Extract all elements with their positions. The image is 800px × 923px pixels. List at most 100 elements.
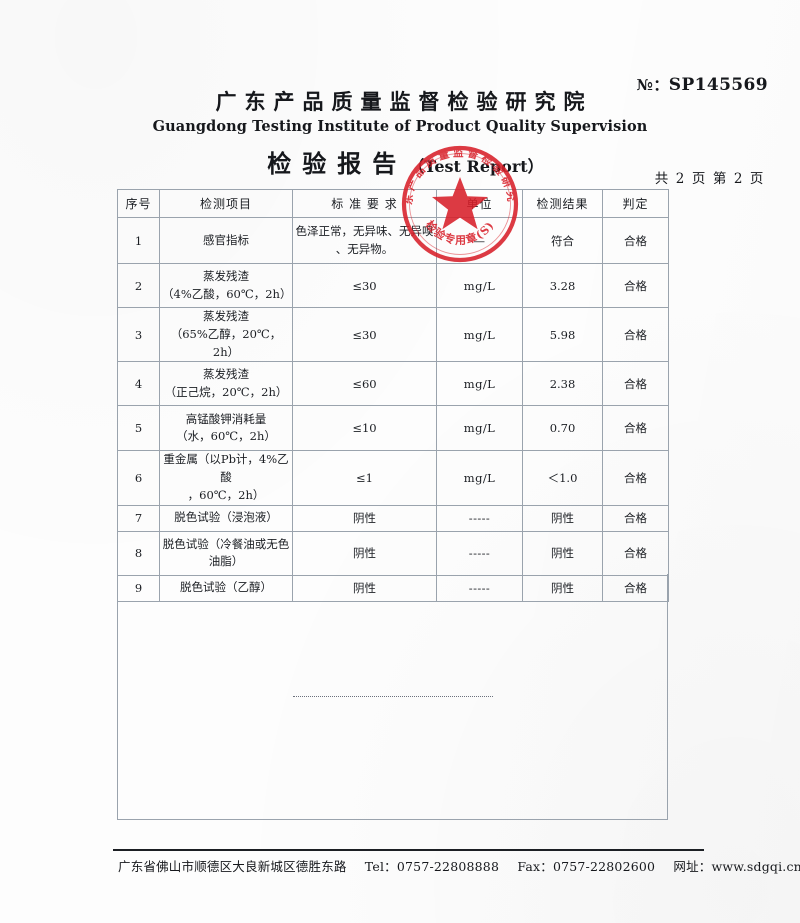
cell-result: ＜1.0	[522, 450, 603, 506]
item-line-2: （水，60℃，2h）	[176, 429, 276, 444]
footer-website: 网址：www.sdgqi.cn	[673, 859, 800, 874]
item-line-2: （正己烷，20℃，2h）	[164, 384, 288, 399]
cell-verdict: 合格	[602, 263, 669, 308]
cell-unit: mg/L	[436, 306, 523, 363]
column-header-no: 序号	[117, 189, 160, 218]
footer-contact-info: 广东省佛山市顺德区大良新城区德胜东路 Tel：0757-22808888 Fax…	[118, 856, 800, 875]
cell-standard: ≤10	[292, 405, 437, 452]
item-line-1: 蒸发残渣	[203, 268, 249, 283]
cell-no: 9	[117, 574, 160, 602]
item-line-1: 高锰酸钾消耗量	[185, 411, 267, 426]
column-header-standard: 标 准 要 求	[292, 189, 437, 218]
report-number: №：SP145569	[637, 74, 768, 95]
cell-standard: ≤30	[292, 306, 437, 363]
cell-verdict: 合格	[602, 450, 669, 506]
cell-verdict: 合格	[602, 405, 669, 452]
cell-unit: mg/L	[436, 263, 523, 308]
cell-item: 感官指标	[159, 217, 293, 264]
document-header: 广东产品质量监督检验研究院 Guangdong Testing Institut…	[0, 88, 800, 179]
cell-item: 高锰酸钾消耗量 （水，60℃，2h）	[159, 405, 293, 452]
footer-divider	[113, 849, 704, 851]
table-body: 1 感官指标 色泽正常，无异味、无异嗅 、无异物。 — 符合 合格 2 蒸发残	[117, 217, 669, 602]
cell-item: 蒸发残渣 （65%乙醇，20℃，2h）	[159, 306, 293, 363]
cell-result: 阴性	[522, 574, 603, 602]
cell-result: 5.98	[522, 306, 603, 363]
cell-unit: mg/L	[436, 450, 523, 506]
column-header-result: 检测结果	[522, 189, 603, 218]
cell-standard: 色泽正常，无异味、无异嗅 、无异物。	[292, 217, 437, 264]
table-row: 9 脱色试验（乙醇） 阴性 ----- 阴性 合格	[117, 574, 669, 602]
test-results-table-wrapper: 序号 检测项目 标 准 要 求 单位 检测结果 判定 1 感官指标 色泽正常，无…	[117, 189, 669, 602]
cell-no: 4	[117, 361, 160, 407]
cell-no: 3	[117, 306, 160, 363]
item-line-1: 重金属（以Pb计，4%乙酸	[163, 452, 289, 485]
cell-standard: ≤30	[292, 263, 437, 308]
column-header-unit: 单位	[436, 189, 523, 218]
cell-standard: 阴性	[292, 504, 437, 532]
cell-no: 2	[117, 263, 160, 308]
item-line-2: 油脂）	[208, 554, 244, 569]
report-number-value: SP145569	[668, 75, 768, 95]
cell-item: 重金属（以Pb计，4%乙酸 ，60℃，2h）	[159, 450, 293, 506]
standard-line-1: 色泽正常，无异味、无异嗅	[295, 223, 434, 238]
cell-result: 0.70	[522, 405, 603, 452]
table-header-row: 序号 检测项目 标 准 要 求 单位 检测结果 判定	[117, 189, 669, 218]
cell-unit: mg/L	[436, 405, 523, 452]
cell-no: 1	[117, 217, 160, 264]
blank-continuation-area	[117, 574, 668, 820]
table-row: 1 感官指标 色泽正常，无异味、无异嗅 、无异物。 — 符合 合格	[117, 217, 669, 264]
cell-unit: —	[436, 217, 523, 264]
cell-result: 3.28	[522, 263, 603, 308]
cell-verdict: 合格	[602, 217, 669, 264]
organization-name-cn: 广东产品质量监督检验研究院	[215, 89, 593, 114]
cell-no: 6	[117, 450, 160, 506]
document-title-cn: 检验报告	[267, 149, 408, 179]
cell-standard: ≤1	[292, 450, 437, 506]
table-row: 4 蒸发残渣 （正己烷，20℃，2h） ≤60 mg/L 2.38 合格	[117, 361, 669, 407]
table-row: 3 蒸发残渣 （65%乙醇，20℃，2h） ≤30 mg/L 5.98 合格	[117, 306, 669, 363]
column-header-verdict: 判定	[602, 189, 669, 218]
footer-tel: Tel：0757-22808888	[364, 859, 500, 874]
footer-fax: Fax：0757-22802600	[517, 859, 656, 874]
item-line-2: （4%乙酸，60℃，2h）	[162, 286, 292, 301]
cell-verdict: 合格	[602, 361, 669, 407]
cell-item: 蒸发残渣 （正己烷，20℃，2h）	[159, 361, 293, 407]
document-title-en: （Test Report）	[408, 157, 544, 177]
table-row: 8 脱色试验（冷餐油或无色 油脂） 阴性 ----- 阴性 合格	[117, 530, 669, 576]
cell-verdict: 合格	[602, 306, 669, 363]
organization-name-en: Guangdong Testing Institute of Product Q…	[152, 118, 648, 136]
cell-result: 阴性	[522, 504, 603, 532]
cell-unit: mg/L	[436, 361, 523, 407]
cell-no: 5	[117, 405, 160, 452]
item-line-1: 脱色试验（冷餐油或无色	[162, 536, 290, 551]
cell-standard: 阴性	[292, 574, 437, 602]
cell-standard: 阴性	[292, 530, 437, 576]
item-line-1: 蒸发残渣	[203, 367, 249, 382]
cell-result: 2.38	[522, 361, 603, 407]
cell-result: 符合	[522, 217, 603, 264]
report-number-label: №：	[636, 76, 669, 94]
item-line-2: （65%乙醇，20℃，2h）	[170, 326, 282, 359]
table-row: 2 蒸发残渣 （4%乙酸，60℃，2h） ≤30 mg/L 3.28 合格	[117, 263, 669, 308]
cell-unit: -----	[436, 574, 523, 602]
table-row: 7 脱色试验（浸泡液） 阴性 ----- 阴性 合格	[117, 504, 669, 532]
item-line-1: 感官指标	[203, 232, 249, 247]
cell-verdict: 合格	[602, 574, 669, 602]
cell-standard: ≤60	[292, 361, 437, 407]
standard-line-2: 、无异物。	[335, 241, 394, 256]
cell-item: 脱色试验（乙醇）	[159, 574, 293, 602]
cell-unit: -----	[436, 530, 523, 576]
table-row: 6 重金属（以Pb计，4%乙酸 ，60℃，2h） ≤1 mg/L ＜1.0 合格	[117, 450, 669, 506]
test-results-table: 序号 检测项目 标 准 要 求 单位 检测结果 判定 1 感官指标 色泽正常，无…	[117, 189, 669, 602]
footer-address: 广东省佛山市顺德区大良新城区德胜东路	[118, 859, 347, 874]
cell-item: 脱色试验（浸泡液）	[159, 504, 293, 532]
column-header-item: 检测项目	[159, 189, 293, 218]
cell-result: 阴性	[522, 530, 603, 576]
end-of-content-marker	[292, 696, 493, 697]
item-line-1: 脱色试验（浸泡液）	[174, 510, 278, 525]
cell-no: 7	[117, 504, 160, 532]
table-row: 5 高锰酸钾消耗量 （水，60℃，2h） ≤10 mg/L 0.70 合格	[117, 405, 669, 452]
cell-item: 蒸发残渣 （4%乙酸，60℃，2h）	[159, 263, 293, 308]
cell-unit: -----	[436, 504, 523, 532]
cell-item: 脱色试验（冷餐油或无色 油脂）	[159, 530, 293, 576]
